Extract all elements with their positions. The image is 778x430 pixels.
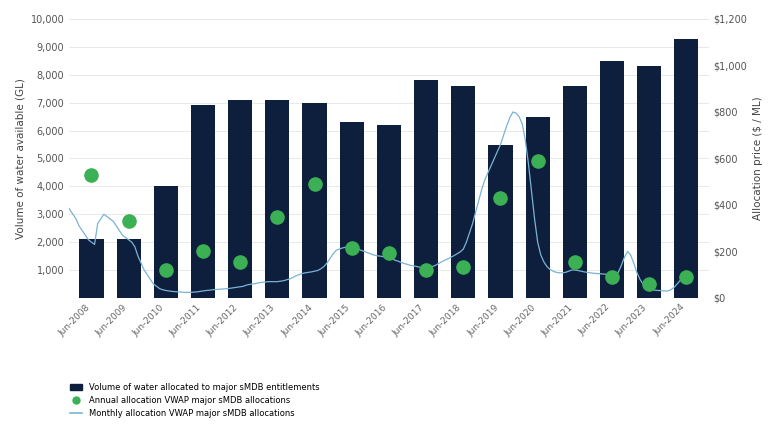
Point xyxy=(234,258,247,265)
Bar xyxy=(562,86,587,298)
Bar xyxy=(451,86,475,298)
Bar xyxy=(228,100,252,298)
Point xyxy=(86,171,98,178)
Bar xyxy=(489,144,513,298)
Bar xyxy=(117,240,141,298)
Bar xyxy=(79,240,103,298)
Point xyxy=(494,194,506,201)
Bar xyxy=(303,103,327,298)
Legend: Volume of water allocated to major sMDB entitlements, Annual allocation VWAP maj: Volume of water allocated to major sMDB … xyxy=(66,380,323,421)
Point xyxy=(272,213,284,220)
Y-axis label: Volume of water available (GL): Volume of water available (GL) xyxy=(15,78,25,239)
Point xyxy=(197,248,209,255)
Point xyxy=(606,273,619,280)
Point xyxy=(680,273,692,280)
Point xyxy=(457,263,470,270)
Point xyxy=(308,181,321,187)
Point xyxy=(531,157,544,164)
Bar xyxy=(340,122,364,298)
Bar xyxy=(414,80,438,298)
Point xyxy=(122,218,135,224)
Bar xyxy=(377,125,401,298)
Point xyxy=(383,249,395,256)
Y-axis label: Allocation price ($ / ML): Allocation price ($ / ML) xyxy=(753,97,763,220)
Point xyxy=(420,267,433,273)
Point xyxy=(569,258,581,265)
Point xyxy=(159,267,172,273)
Bar xyxy=(637,66,661,298)
Bar xyxy=(191,105,215,298)
Point xyxy=(345,245,358,252)
Bar xyxy=(600,61,624,298)
Bar xyxy=(526,117,550,298)
Bar xyxy=(154,186,178,298)
Point xyxy=(643,280,655,287)
Bar xyxy=(675,39,699,298)
Bar xyxy=(265,100,289,298)
